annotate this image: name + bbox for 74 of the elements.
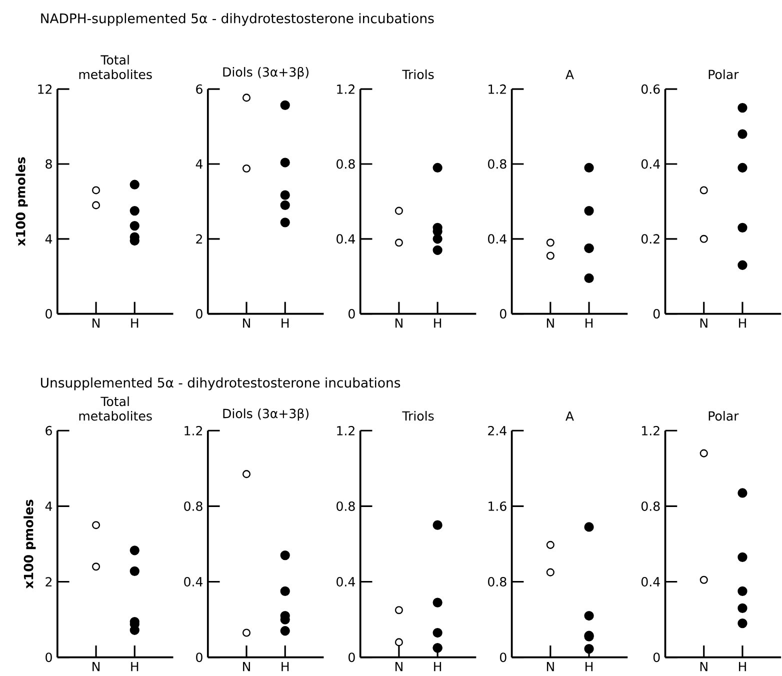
y-tick-label: 0 (500, 652, 506, 662)
chart-title: Diols (3α+3β) (223, 67, 308, 80)
x-tick-label: H (586, 662, 593, 672)
y-tick-label: 0.4 (641, 159, 660, 169)
y-tick-label: 4 (45, 234, 52, 244)
y-tick-label: 0 (348, 652, 355, 662)
y-axis-title: x100 pmoles (24, 500, 36, 589)
y-tick-label: 1.6 (488, 502, 506, 512)
y-tick-label: 2.4 (488, 426, 506, 436)
x-tick-label: N (92, 662, 100, 672)
y-tick-label: 0.8 (488, 159, 506, 169)
x-tick-label: H (738, 318, 746, 328)
x-tick-label: H (738, 662, 746, 672)
y-tick-label: 0.6 (641, 84, 660, 94)
x-tick-label: H (282, 662, 289, 672)
chart-title: Total metabolites (79, 396, 152, 421)
y-tick-label: 0.4 (184, 577, 203, 587)
x-tick-label: N (243, 318, 250, 328)
y-tick-label: 0 (653, 652, 660, 662)
y-tick-label: 0.4 (488, 234, 506, 244)
y-tick-label: 0 (348, 309, 355, 319)
chart-title: Polar (708, 411, 739, 421)
x-tick-label: N (395, 662, 402, 672)
y-tick-label: 2 (46, 577, 52, 587)
x-tick-label: N (546, 662, 554, 672)
chart-title: Triols (402, 411, 434, 421)
x-tick-label: H (434, 318, 442, 328)
y-tick-label: 12 (38, 84, 52, 94)
y-tick-label: 0 (196, 652, 202, 662)
y-tick-label: 0.2 (641, 234, 660, 244)
chart-title: Total metabolites (79, 55, 152, 80)
y-tick-label: 0.8 (336, 502, 355, 512)
y-tick-label: 1.2 (184, 426, 202, 436)
y-tick-label: 0 (46, 652, 52, 662)
x-tick-label: N (700, 318, 708, 328)
x-tick-label: N (243, 662, 250, 672)
y-tick-label: 0.4 (336, 577, 355, 587)
y-tick-label: 0 (500, 309, 506, 319)
x-tick-label: H (586, 318, 593, 328)
y-tick-label: 0 (46, 309, 52, 319)
y-axis-title: x100 pmoles (16, 157, 28, 246)
y-tick-label: 0 (196, 309, 202, 319)
y-tick-label: 0 (653, 309, 660, 319)
y-tick-label: 1.2 (642, 426, 660, 436)
x-tick-label: H (282, 318, 289, 328)
chart-title: Diols (3α+3β) (223, 408, 308, 421)
y-tick-label: 6 (46, 426, 52, 436)
chart-title: A (566, 70, 574, 80)
x-tick-label: N (700, 662, 708, 672)
y-tick-label: 1.2 (488, 84, 506, 94)
y-tick-label: 0.8 (184, 502, 202, 512)
x-tick-label: N (92, 318, 100, 328)
y-tick-label: 2 (196, 234, 202, 244)
y-tick-label: 0.4 (336, 234, 355, 244)
y-tick-label: 0.8 (336, 159, 355, 169)
x-tick-label: H (434, 662, 442, 672)
y-tick-label: 0.4 (641, 577, 660, 587)
y-tick-label: 1.2 (337, 426, 354, 436)
y-tick-label: 4 (196, 160, 203, 169)
y-tick-label: 8 (46, 159, 52, 169)
chart-title: Triols (402, 70, 434, 80)
text: NADPH-supplemented 5α - dihydrotestosterone incubations (41, 13, 434, 26)
y-tick-label: 4 (45, 502, 52, 512)
chart-title: A (566, 412, 574, 421)
y-tick-label: 0.8 (488, 577, 506, 587)
y-tick-label: 0.8 (641, 502, 660, 512)
y-tick-label: 1.2 (337, 84, 354, 94)
x-tick-label: N (395, 318, 402, 328)
text: Unsupplemented 5α - dihydrotestosterone incubations (41, 378, 400, 390)
x-tick-label: H (131, 318, 138, 328)
y-tick-label: 6 (196, 84, 202, 94)
x-tick-label: H (131, 662, 138, 672)
x-tick-label: N (546, 318, 554, 328)
chart-title: Polar (708, 70, 739, 80)
